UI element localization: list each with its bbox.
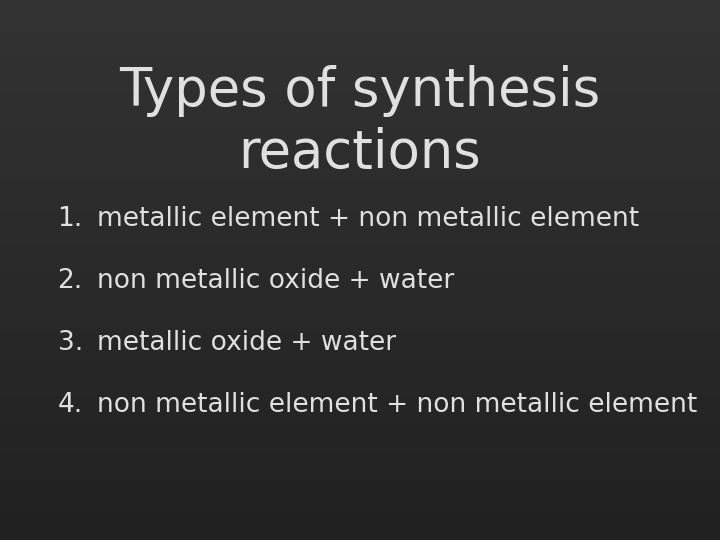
Text: metallic oxide + water: metallic oxide + water xyxy=(97,330,396,356)
Text: 4.: 4. xyxy=(58,392,83,418)
Text: 3.: 3. xyxy=(58,330,83,356)
Text: 2.: 2. xyxy=(58,268,83,294)
Text: Types of synthesis
reactions: Types of synthesis reactions xyxy=(120,65,600,179)
Text: non metallic oxide + water: non metallic oxide + water xyxy=(97,268,454,294)
Text: 1.: 1. xyxy=(58,206,83,232)
Text: metallic element + non metallic element: metallic element + non metallic element xyxy=(97,206,639,232)
Text: non metallic element + non metallic element: non metallic element + non metallic elem… xyxy=(97,392,698,418)
